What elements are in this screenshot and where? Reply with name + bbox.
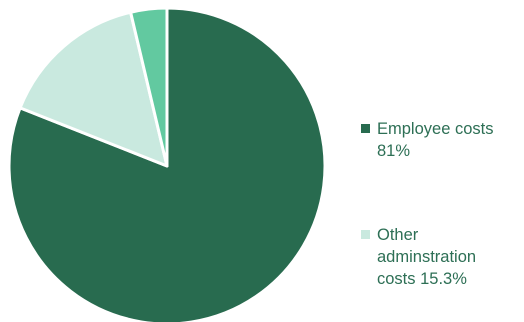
legend-label-other-administration-costs: Other adminstration costs 15.3% — [377, 226, 477, 288]
legend-label-employee-costs: Employee costs 81% — [377, 120, 494, 160]
pie-slice-1 — [18, 10, 169, 168]
legend-swatch-employee-costs — [361, 124, 370, 133]
pie-chart — [7, 6, 327, 322]
legend-swatch-other-administration-costs — [361, 230, 370, 239]
pie-slice-2 — [129, 6, 169, 168]
